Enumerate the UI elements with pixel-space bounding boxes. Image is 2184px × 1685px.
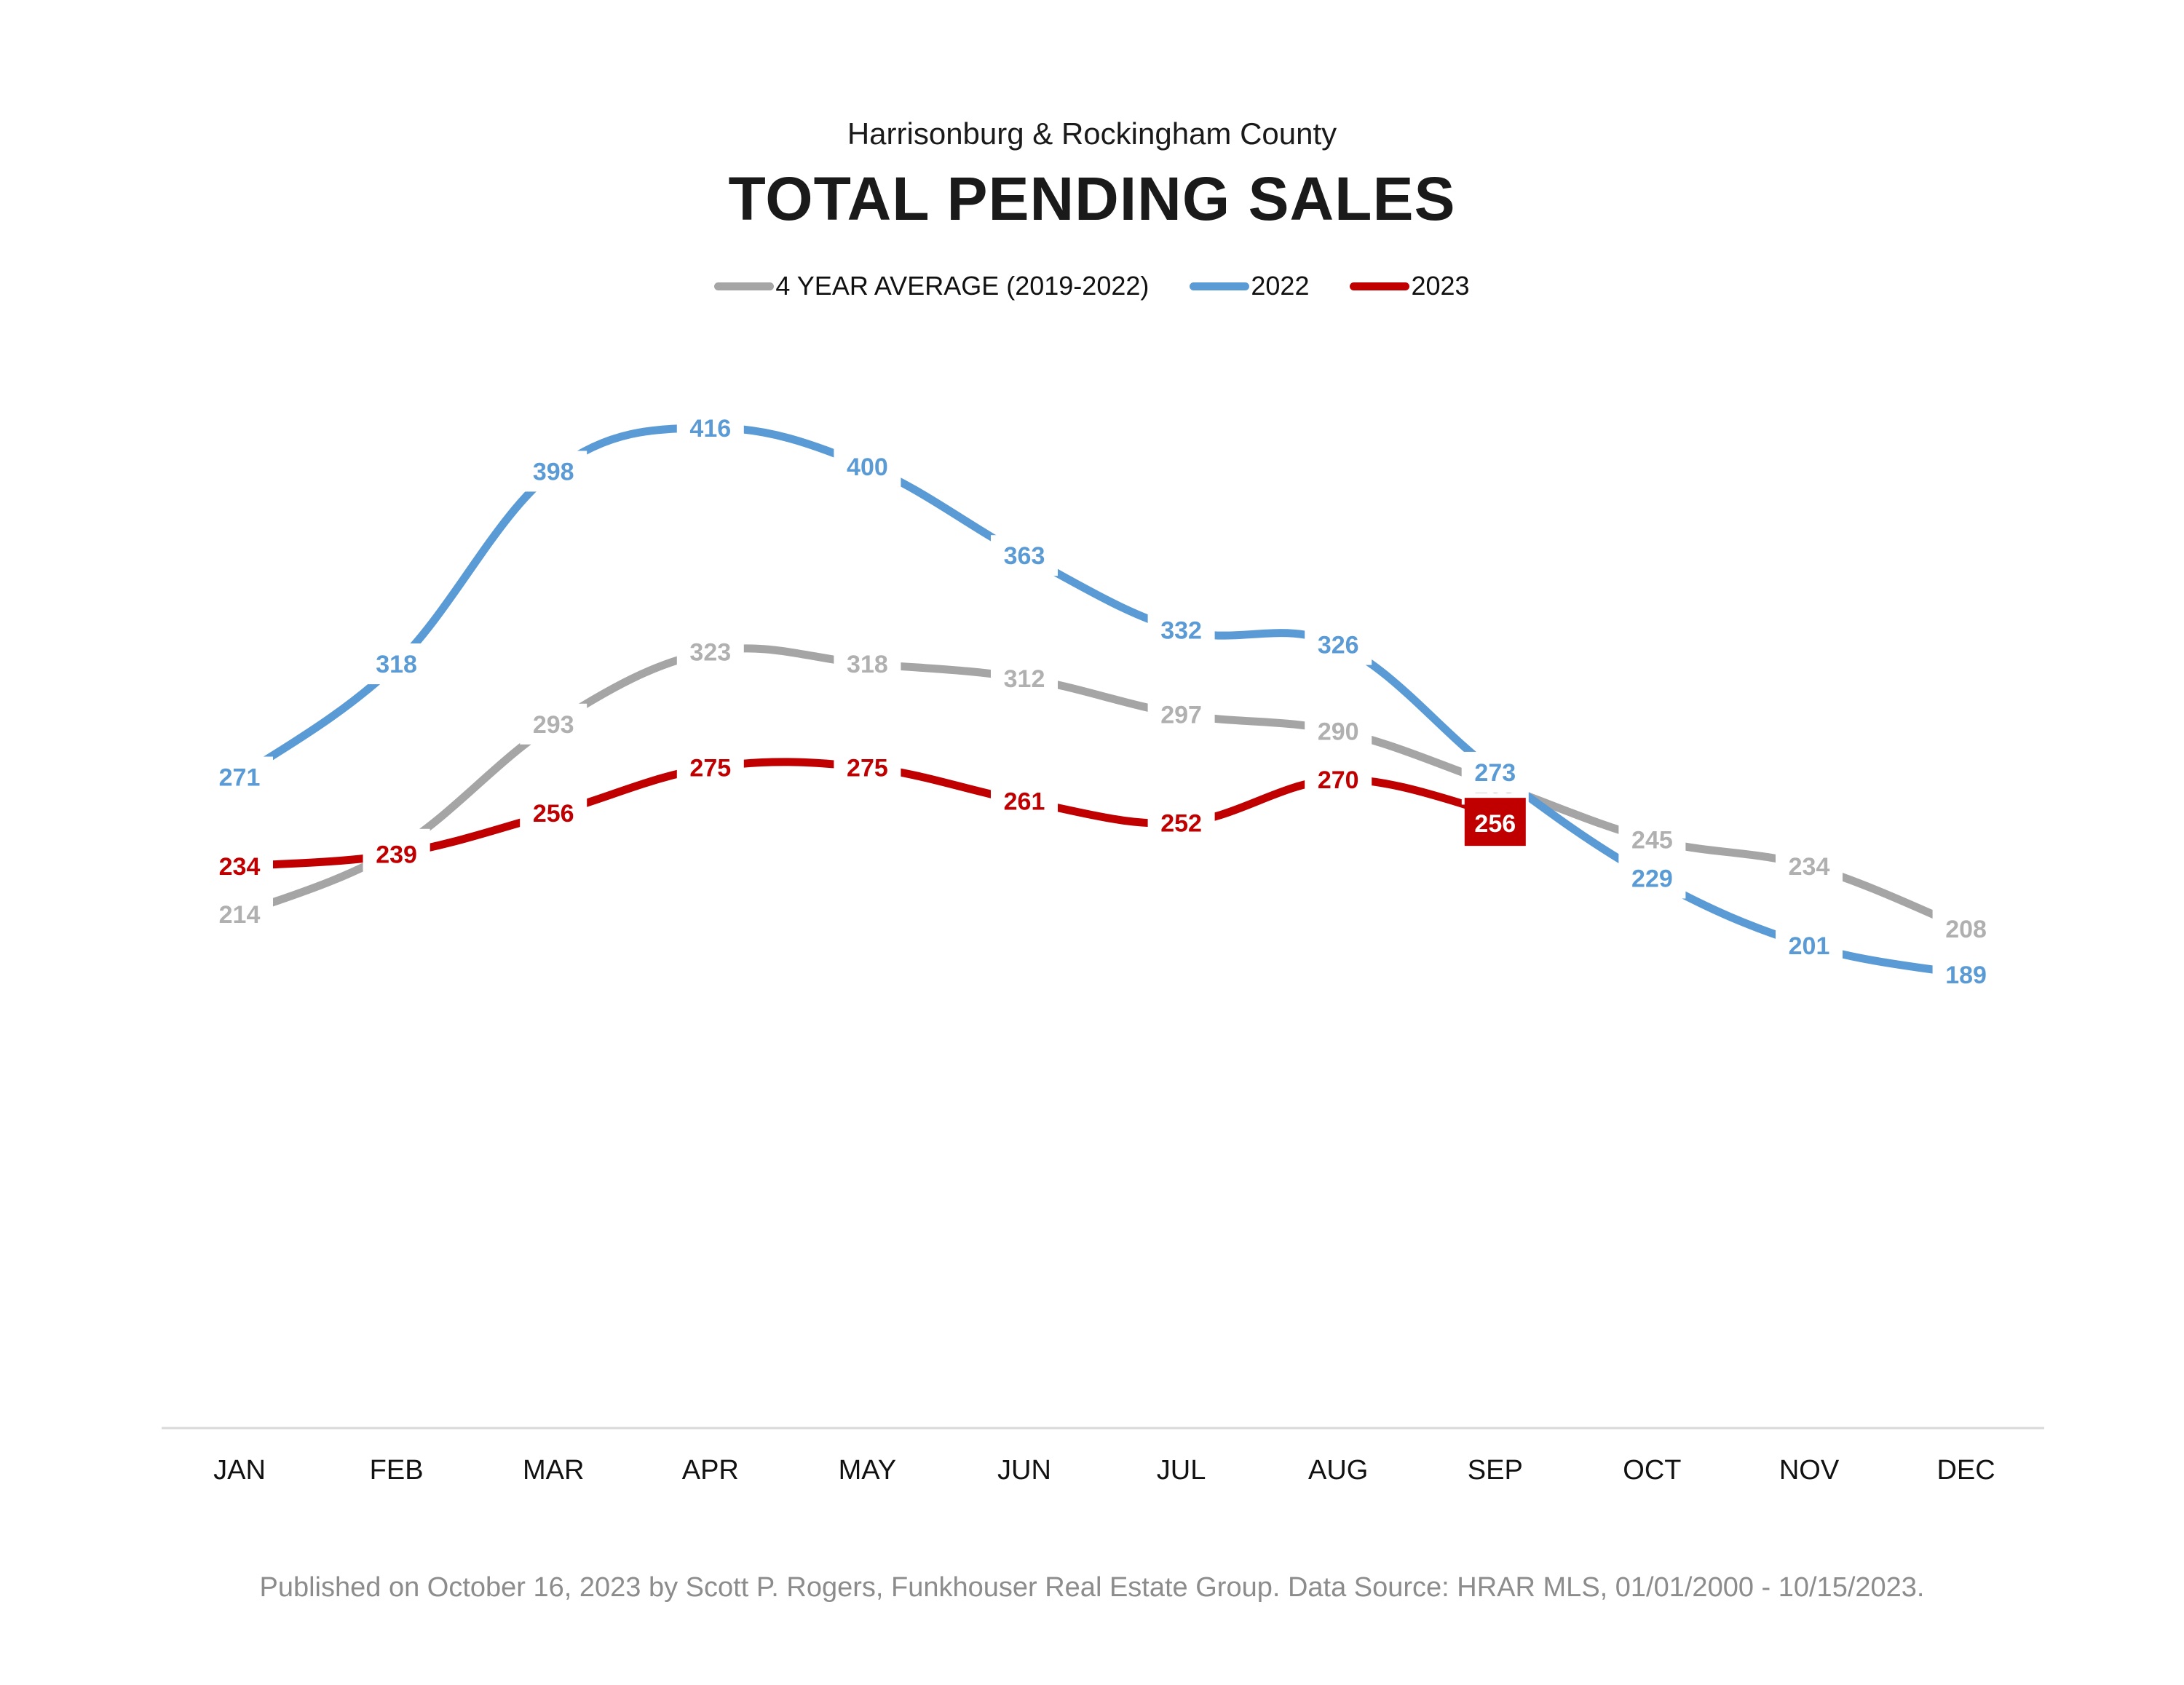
data-label-4-year-average-2019-2022-dec: 208 (1945, 916, 1987, 943)
data-label-4-year-average-2019-2022-jun: 312 (1004, 665, 1045, 693)
data-label-2022-apr: 416 (689, 415, 731, 443)
x-tick-label-jan: JAN (213, 1455, 266, 1486)
data-label-background (676, 747, 744, 788)
data-label-2023-apr: 275 (689, 754, 731, 782)
data-label-4-year-average-2019-2022-jan: 214 (219, 901, 261, 929)
x-tick-label-nov: NOV (1779, 1455, 1840, 1486)
data-label-background (1776, 845, 1843, 887)
chart-subtitle: Harrisonburg & Rockingham County (847, 116, 1337, 151)
x-tick-label-may: MAY (839, 1455, 897, 1486)
chart-title: TOTAL PENDING SALES (728, 164, 1456, 233)
series-line-2022 (237, 424, 1967, 979)
data-label-2023-may: 275 (847, 754, 888, 782)
legend-item-average: 4 YEAR AVERAGE (2019-2022) (714, 271, 1149, 301)
data-label-background (834, 747, 901, 788)
legend-swatch-average (714, 282, 775, 290)
data-label-4-year-average-2019-2022-apr: 323 (689, 639, 731, 667)
data-label-background (991, 780, 1058, 822)
data-label-background (520, 793, 587, 834)
data-label-background (1147, 802, 1215, 844)
data-label-background (834, 643, 901, 685)
data-label-2022-oct: 229 (1631, 865, 1673, 892)
x-tick-label-dec: DEC (1936, 1455, 1995, 1486)
data-label-background (834, 445, 901, 487)
legend-label-2022: 2022 (1251, 271, 1310, 301)
data-label-background (1305, 758, 1372, 800)
x-tick-label-apr: APR (682, 1455, 739, 1486)
data-label-background (1932, 908, 2000, 949)
chart-footer: Published on October 16, 2023 by Scott P… (259, 1572, 1925, 1603)
data-label-2022-nov: 201 (1789, 932, 1830, 960)
data-label-background (1776, 925, 1843, 967)
data-label-2022-jun: 363 (1004, 542, 1045, 570)
data-label-2023-mar: 256 (533, 800, 574, 828)
data-label-4-year-average-2019-2022-may: 318 (847, 651, 888, 678)
legend-swatch-2023 (1350, 282, 1410, 290)
x-tick-label-mar: MAR (523, 1455, 584, 1486)
data-label-4-year-average-2019-2022-nov: 234 (1789, 853, 1830, 881)
data-label-background (1147, 609, 1215, 651)
data-label-background (676, 407, 744, 448)
x-tick-label-feb: FEB (370, 1455, 424, 1486)
data-label-2022-dec: 189 (1945, 962, 1987, 989)
data-label-background (206, 845, 273, 887)
data-label-background (991, 657, 1058, 699)
data-label-2023-jul: 252 (1160, 809, 1202, 837)
data-label-background (1461, 751, 1529, 793)
data-label-2022-sep: 273 (1474, 759, 1516, 787)
data-label-background (520, 703, 587, 745)
data-label-2022-may: 400 (847, 453, 888, 481)
data-label-background (1618, 857, 1686, 899)
data-label-4-year-average-2019-2022-oct: 245 (1631, 827, 1673, 855)
data-label-4-year-average-2019-2022-jul: 297 (1160, 702, 1202, 729)
data-label-background (991, 535, 1058, 576)
data-label-4-year-average-2019-2022-aug: 290 (1318, 718, 1359, 746)
data-label-2023-aug: 270 (1318, 766, 1359, 794)
data-label-2022-jan: 271 (219, 764, 261, 792)
data-label-2022-jul: 332 (1160, 617, 1202, 645)
legend-label-2023: 2023 (1411, 271, 1470, 301)
data-label-background (1618, 819, 1686, 860)
x-tick-label-jun: JUN (997, 1455, 1051, 1486)
data-label-background (1932, 953, 2000, 995)
legend-item-2022: 2022 (1190, 271, 1309, 301)
data-label-2022-mar: 398 (533, 458, 574, 485)
data-label-background (363, 833, 430, 875)
data-label-2023-sep: 256 (1474, 810, 1516, 838)
data-label-background (206, 894, 273, 935)
data-label-background (206, 756, 273, 798)
data-label-background (1305, 624, 1372, 665)
data-label-4-year-average-2019-2022-mar: 293 (533, 711, 574, 739)
data-label-2023-jun: 261 (1004, 788, 1045, 816)
x-tick-label-jul: JUL (1157, 1455, 1206, 1486)
data-label-background (676, 631, 744, 673)
x-tick-label-sep: SEP (1468, 1455, 1523, 1486)
highlight-label-box (1464, 798, 1526, 847)
chart-legend: 4 YEAR AVERAGE (2019-2022) 2022 2023 (0, 271, 2184, 301)
legend-swatch-2022 (1190, 282, 1250, 290)
data-label-2022-aug: 326 (1318, 632, 1359, 659)
x-tick-label-oct: OCT (1623, 1455, 1681, 1486)
data-label-background (363, 643, 430, 685)
legend-item-2023: 2023 (1350, 271, 1470, 301)
data-label-2023-jan: 234 (219, 853, 261, 881)
data-label-background (1305, 710, 1372, 752)
x-tick-label-aug: AUG (1308, 1455, 1368, 1486)
legend-label-average: 4 YEAR AVERAGE (2019-2022) (775, 271, 1150, 301)
data-label-background (520, 451, 587, 492)
data-label-2022-feb: 318 (376, 651, 417, 678)
series-line-4-year-average-2019-2022 (237, 644, 1968, 933)
data-label-2023-feb: 239 (376, 841, 417, 868)
data-label-background (1147, 694, 1215, 735)
